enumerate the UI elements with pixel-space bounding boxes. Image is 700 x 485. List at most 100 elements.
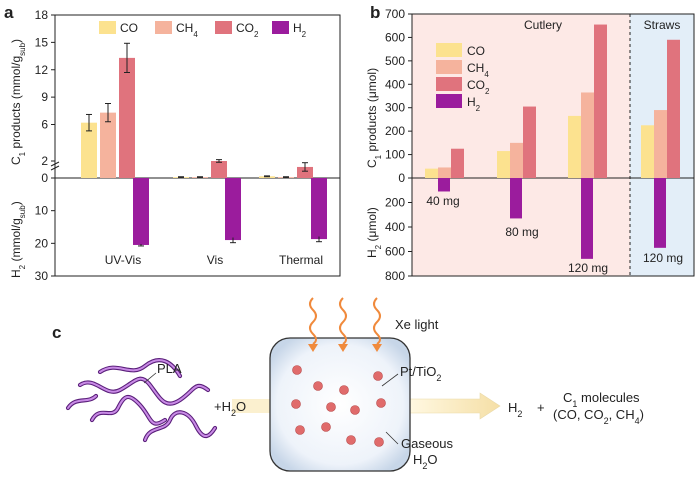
legend-swatch-h2 [436,94,462,108]
bar-co [497,151,510,178]
reactor-chamber [269,337,411,472]
y-axis-title-top: C1 products (mmol/gsub) [9,39,27,165]
bar-h2 [225,178,241,241]
bar-ch4 [438,167,451,178]
bar-h2 [654,178,666,248]
y-tick-label: 400 [385,77,405,91]
category-label: Thermal [279,253,323,267]
polymer-chain-highlight [91,396,166,425]
y-tick-label: 800 [385,269,405,283]
legend-swatch-co [436,43,462,57]
catalyst-particle [350,405,360,415]
bar-co2 [594,24,607,178]
polymer-chain-highlight [79,377,209,405]
catalyst-particle [295,425,305,435]
catalyst-particle [339,385,349,395]
y-tick-label: 0 [398,171,405,185]
bar-h2 [311,178,327,240]
bar-h2 [510,178,522,219]
y-axis-title-bottom: H2 (μmol) [365,207,383,258]
catalyst-leader [381,373,399,387]
product-h2: H2 [508,400,522,419]
light-label: Xe light [395,317,439,332]
y-tick-label: 700 [385,7,405,21]
y-tick-label: 0 [41,171,48,185]
legend-swatch-ch4 [436,60,462,74]
catalyst-particle [376,398,386,408]
y-tick-label: 30 [35,269,49,283]
mass-label: 120 mg [643,251,683,265]
catalyst-particle [321,422,331,432]
light-rays [309,297,381,345]
region-label-straws: Straws [644,18,681,32]
bar-co [81,122,97,178]
polymer-chain [77,376,211,406]
y-tick-label: 500 [385,54,405,68]
y-tick-label: 200 [385,196,405,210]
gas-label-line2: H2O [413,452,438,471]
catalyst-particle [313,381,323,391]
bar-co [641,125,654,178]
catalyst-particle [292,365,302,375]
legend-label: CO2 [236,21,259,39]
bar-co2 [523,106,536,178]
bar-ch4 [100,112,116,178]
y-axis-title-bottom: H2 (mmol/gsub) [9,201,27,278]
chart-a: 0 2 6 9 12 15 18 10 20 30 C1 products (mmol/gsub) H… [9,8,341,283]
light-ray [309,297,317,345]
y-tick-label: 18 [35,8,49,22]
light-arrowheads [308,344,382,352]
bar-h2 [438,178,450,192]
y-tick-label: 10 [35,204,49,218]
y-tick-label: 9 [41,90,48,104]
y-tick-label: 300 [385,101,405,115]
y-axis-title-top: C1 products (μmol) [365,68,383,168]
catalyst-particles [291,365,386,447]
chart-b: Cutlery Straws 0 100 200 300 400 500 600 700 200 40… [365,7,695,283]
water-input-label: +H2O [214,399,246,418]
bar-co2 [297,166,313,178]
mass-label: 80 mg [505,225,538,239]
y-tick-label: 12 [35,63,49,77]
legend-label: CH4 [467,61,489,79]
bar-co2 [119,57,135,179]
gas-leader [385,431,399,445]
y-tick-label: 15 [35,35,49,49]
polymer-chain [89,394,168,426]
pla-leader [143,372,157,384]
legend-label: CH4 [176,21,198,39]
y-tick-label: 200 [385,124,405,138]
light-ray [373,297,381,345]
light-arrowhead [372,344,382,352]
bar-co2 [667,39,680,179]
y-tick-label: 600 [385,30,405,44]
y-tick-label: 600 [385,245,405,259]
gas-label-line1: Gaseous [401,436,454,451]
polymer-chain-highlight [144,411,216,441]
bar-ch4 [654,110,667,178]
catalyst-particle [291,399,301,409]
category-label: UV-Vis [105,253,141,267]
region-label-cutlery: Cutlery [524,18,562,32]
bar-ch4 [510,142,523,178]
legend-label: H2 [293,21,307,39]
product-c1: C1 molecules [563,390,640,409]
panel-b-label: b [370,3,380,22]
plot-frame [54,14,341,277]
category-label: Vis [207,253,223,267]
legend-label: H2 [467,95,481,113]
bar-co2 [211,161,227,178]
y-tick-label: 6 [41,118,48,132]
pla-label: PLA [157,361,182,376]
catalyst-particle [326,402,336,412]
y-tick-label: 100 [385,148,405,162]
plot-frame [411,13,695,277]
incoming-arrow [232,399,280,413]
outgoing-arrow [409,392,501,420]
y-tick-label: 2 [41,154,48,168]
catalyst-particle [374,437,384,447]
pla-polymer [65,358,218,443]
mass-label: 120 mg [568,261,608,275]
polymer-chain-highlight [99,359,181,377]
